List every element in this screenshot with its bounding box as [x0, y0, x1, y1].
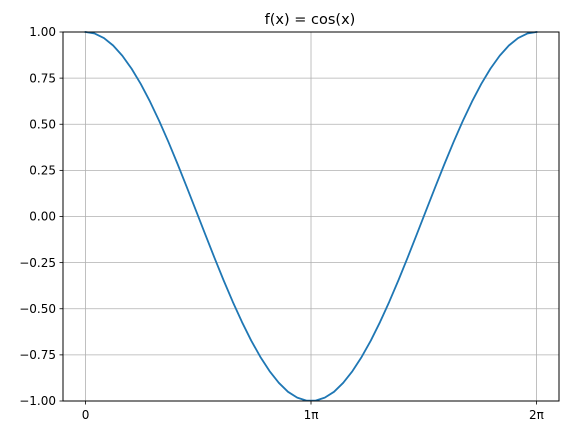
y-tick-label: 0.75	[29, 71, 56, 85]
y-tick-label: 0.50	[29, 117, 56, 131]
y-tick-label: −0.25	[19, 256, 56, 270]
grid-lines	[63, 31, 559, 402]
x-tick-label: 2π	[529, 408, 544, 422]
y-tick-labels: −1.00 −0.75 −0.50 −0.25 0.00 0.25 0.50 0.75 1.00	[19, 25, 56, 408]
y-tick-label: −0.50	[19, 302, 56, 316]
y-tick-label: 0.25	[29, 164, 56, 178]
y-tick-label: −1.00	[19, 394, 56, 408]
x-tick-label: 1π	[304, 408, 319, 422]
y-tick-label: −0.75	[19, 348, 56, 362]
y-tick-label: 0.00	[29, 210, 56, 224]
y-tick-label: 1.00	[29, 25, 56, 39]
x-tick-label: 0	[82, 408, 90, 422]
x-tick-labels: 0 1π 2π	[82, 408, 544, 422]
chart-title: f(x) = cos(x)	[265, 12, 356, 28]
tick-marks	[59, 31, 537, 405]
